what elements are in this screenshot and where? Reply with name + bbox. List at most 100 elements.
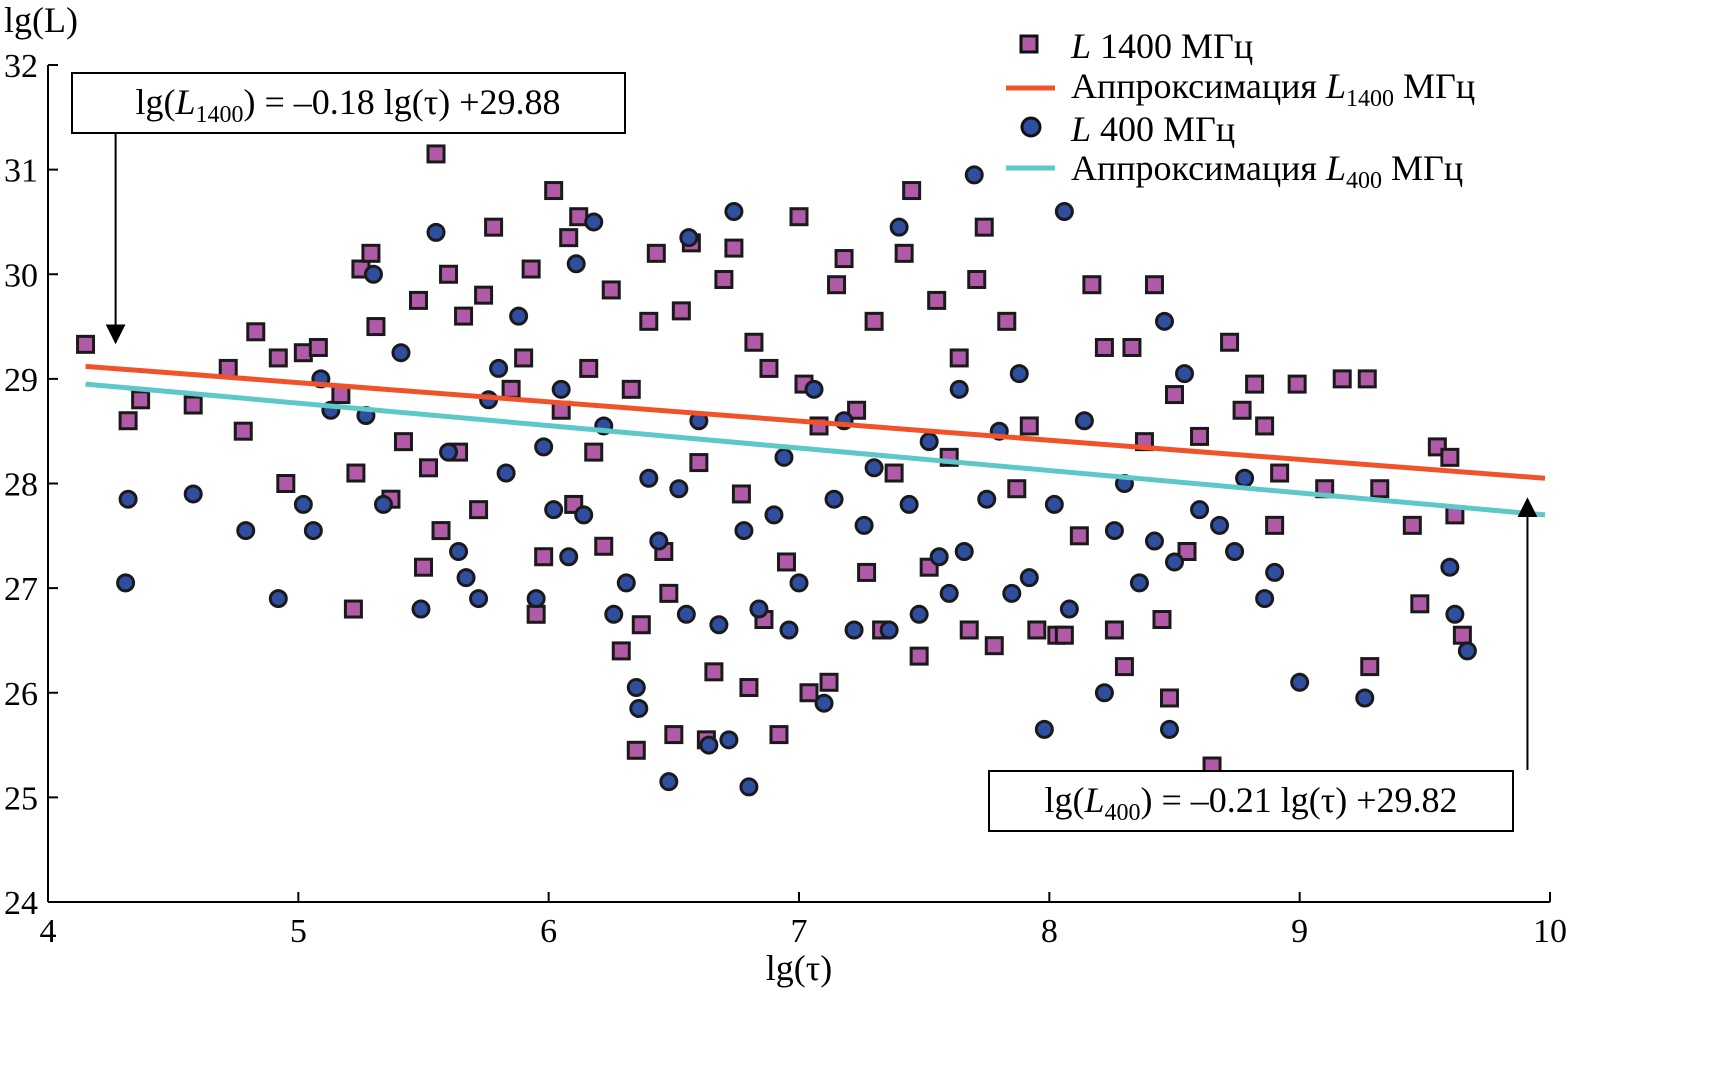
- point-l1400: [419, 458, 439, 478]
- point-l1400: [974, 217, 994, 237]
- point-l400: [1355, 688, 1375, 708]
- point-l400: [1104, 521, 1124, 541]
- y-tick-label: 26: [4, 676, 38, 713]
- point-l400: [534, 437, 554, 457]
- point-l400: [118, 489, 138, 509]
- point-l1400: [739, 678, 759, 698]
- legend-sub: 1400: [1346, 86, 1394, 112]
- point-l1400: [1440, 447, 1460, 467]
- point-l1400: [601, 280, 621, 300]
- point-l1400: [1357, 369, 1377, 389]
- point-l400: [559, 547, 579, 567]
- point-l400: [1154, 311, 1174, 331]
- point-l1400: [1104, 620, 1124, 640]
- point-l400: [844, 620, 864, 640]
- point-l400: [456, 568, 476, 588]
- point-l400: [604, 604, 624, 624]
- point-l400: [709, 615, 729, 635]
- point-l1400: [967, 269, 987, 289]
- point-l1400: [1144, 275, 1164, 295]
- point-l400: [303, 521, 323, 541]
- y-tick-label: 32: [4, 48, 38, 85]
- point-l400: [879, 620, 899, 640]
- legend-label-l400: L 400 МГц: [1070, 109, 1235, 149]
- annotation-box-l400: [988, 770, 1514, 832]
- point-l400: [629, 698, 649, 718]
- point-l1400: [233, 421, 253, 441]
- point-l1400: [534, 547, 554, 567]
- point-l1400: [1245, 374, 1265, 394]
- point-l400: [1210, 515, 1230, 535]
- point-l1400: [131, 390, 151, 410]
- point-l1400: [118, 411, 138, 431]
- point-l1400: [984, 636, 1004, 656]
- point-l1400: [393, 432, 413, 452]
- point-l400: [899, 494, 919, 514]
- point-l400: [804, 379, 824, 399]
- point-l400: [1255, 589, 1275, 609]
- point-l1400: [621, 379, 641, 399]
- point-l1400: [76, 334, 96, 354]
- point-l1400: [769, 725, 789, 745]
- point-l1400: [611, 641, 631, 661]
- point-l1400: [724, 238, 744, 258]
- point-l400: [949, 379, 969, 399]
- x-axis-label: lg(τ): [766, 948, 832, 988]
- point-l400: [1290, 672, 1310, 692]
- point-l1400: [664, 725, 684, 745]
- point-l1400: [1027, 620, 1047, 640]
- point-l1400: [894, 243, 914, 263]
- x-tick-label: 8: [1041, 913, 1058, 950]
- point-l1400: [1165, 385, 1184, 405]
- point-l400: [977, 489, 997, 509]
- annotation-l400: lg(L400) = –0.21 lg(τ) +29.82: [988, 497, 1538, 832]
- point-l1400: [1265, 515, 1285, 535]
- annotation-suffix: ) = –0.18 lg(τ) +29.88: [243, 82, 560, 122]
- point-l400: [909, 604, 929, 624]
- x-tick-label: 10: [1533, 913, 1567, 950]
- point-l400: [526, 589, 546, 609]
- point-l1400: [343, 599, 363, 619]
- point-l400: [391, 343, 411, 363]
- point-l400: [551, 379, 571, 399]
- point-l1400: [183, 395, 203, 415]
- y-tick-label: 31: [4, 153, 38, 190]
- point-l400: [116, 573, 136, 593]
- point-l400: [566, 254, 586, 274]
- point-l400: [1009, 364, 1029, 384]
- point-l400: [496, 463, 516, 483]
- fit-line-l1400: [85, 363, 1546, 481]
- point-l400: [659, 772, 679, 792]
- x-ticks: 4 5 6 7 8 9 10: [40, 892, 1567, 950]
- point-l1400: [759, 358, 779, 378]
- point-l1400: [1152, 610, 1172, 630]
- point-l1400: [639, 311, 659, 331]
- point-l1400: [704, 662, 724, 682]
- point-l400: [411, 599, 431, 619]
- point-l1400: [439, 264, 459, 284]
- point-l400: [1094, 683, 1114, 703]
- point-l1400: [408, 290, 428, 310]
- point-l1400: [414, 557, 433, 577]
- point-l400: [1265, 562, 1285, 582]
- point-l400: [584, 212, 604, 232]
- point-l1400: [454, 306, 474, 326]
- legend: L 1400 МГц Аппроксимация L1400 МГц L 400…: [1006, 26, 1475, 194]
- point-l1400: [626, 740, 646, 760]
- point-l1400: [689, 453, 709, 473]
- point-l400: [574, 505, 594, 525]
- point-l1400: [857, 562, 877, 582]
- point-l400: [1002, 583, 1022, 603]
- point-l400: [469, 589, 489, 609]
- point-l400: [739, 777, 759, 797]
- point-l1400: [827, 275, 847, 295]
- point-l400: [236, 521, 256, 541]
- point-l1400: [514, 348, 534, 368]
- y-tick-label: 27: [4, 571, 38, 608]
- point-l400: [268, 589, 288, 609]
- point-l400: [1440, 557, 1460, 577]
- point-l1400: [776, 552, 796, 572]
- legend-text: 1400 МГц: [1091, 26, 1253, 66]
- point-l400: [719, 730, 739, 750]
- point-l1400: [1082, 275, 1102, 295]
